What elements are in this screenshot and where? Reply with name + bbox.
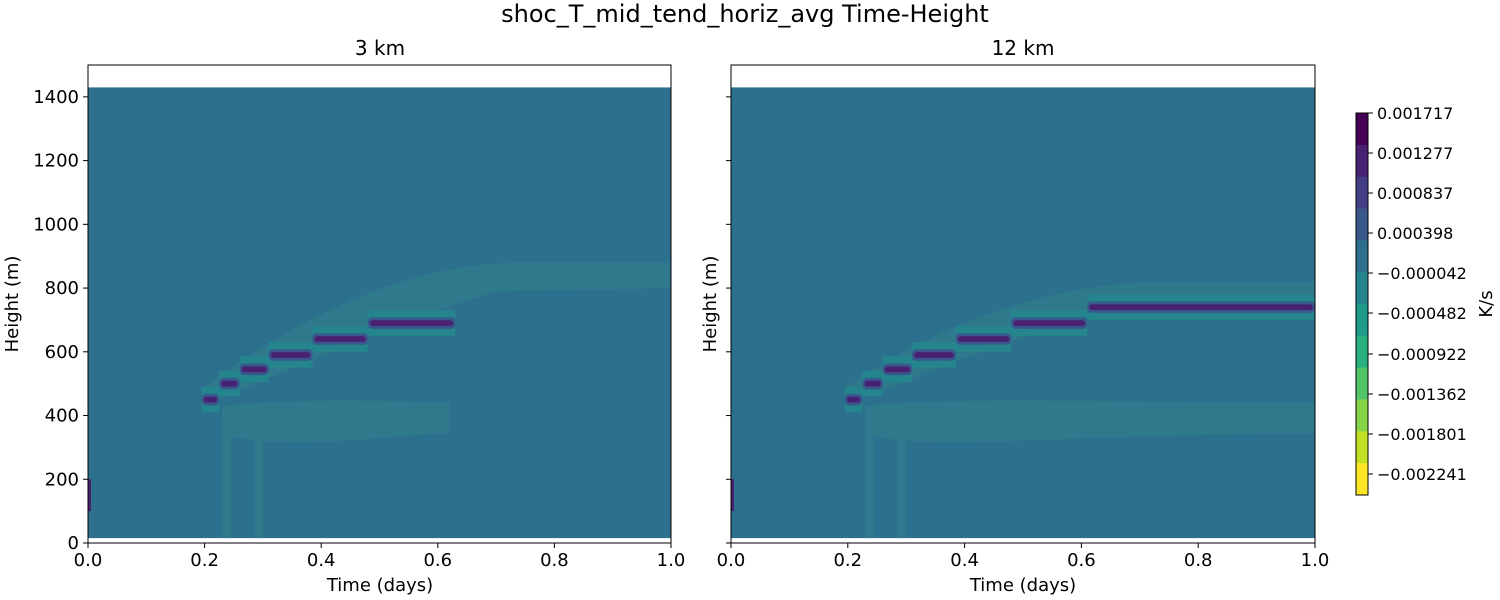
staircase-step	[914, 352, 954, 358]
panel-12km: 12 km 0.0 0.2 0.4 0.6 0.8 1.0 Time (days) Hei…	[700, 36, 1329, 596]
lower-band	[222, 400, 450, 443]
streak	[865, 415, 875, 539]
y-tick-label: 600	[45, 342, 79, 363]
x-tick-label: 0.0	[717, 550, 746, 571]
y-tick-label: 800	[45, 278, 79, 299]
x-axis-label: Time (days)	[326, 575, 433, 596]
y-tick-label: 200	[45, 469, 79, 490]
x-tick-label: 0.2	[833, 550, 862, 571]
y-tick-label: 1200	[33, 151, 79, 172]
colorbar-swatch	[1356, 431, 1368, 464]
axes-frame	[87, 64, 672, 544]
x-tick-label: 0.8	[1184, 550, 1213, 571]
x-ticks: 0.0 0.2 0.4 0.6 0.8 1.0	[74, 543, 686, 571]
colorbar-tick-label: −0.000482	[1377, 304, 1467, 323]
colorbar-swatch	[1356, 113, 1368, 146]
axes-frame	[730, 64, 1316, 544]
colorbar-ticks: 0.001717 0.001277 0.000837 0.000398 −0.00004…	[1368, 104, 1467, 484]
colorbar-swatch	[1356, 399, 1368, 432]
x-ticks: 0.0 0.2 0.4 0.6 0.8 1.0	[717, 543, 1330, 571]
colorbar-tick-label: −0.000042	[1377, 264, 1467, 283]
colorbar-tick-label: −0.001362	[1377, 385, 1467, 404]
x-axis-label: Time (days)	[969, 575, 1076, 596]
colorbar-tick-label: −0.002241	[1377, 465, 1467, 484]
y-ticks	[726, 96, 731, 544]
staircase-step	[1013, 320, 1086, 326]
y-tick-label: 1000	[33, 214, 79, 235]
colorbar-tick-label: −0.001801	[1377, 425, 1467, 444]
panel-title: 12 km	[992, 36, 1055, 60]
staircase-step	[221, 380, 238, 387]
plot-area	[731, 87, 1315, 539]
staircase-step	[884, 366, 911, 373]
plot-area	[88, 87, 671, 539]
colorbar-frame	[1355, 112, 1369, 496]
upper-envelope	[204, 262, 671, 403]
x-tick-label: 1.0	[1301, 550, 1330, 571]
staircase-step	[846, 396, 861, 403]
staircase-step	[314, 336, 366, 342]
colorbar-tick-label: 0.000837	[1377, 184, 1453, 203]
colorbar-swatch	[1356, 463, 1368, 496]
colorbar-swatch	[1356, 176, 1368, 209]
colorbar-tick-label: 0.001717	[1377, 104, 1453, 123]
colorbar-swatch	[1356, 304, 1368, 337]
colorbar-swatch	[1356, 144, 1368, 178]
colorbar-swatch	[1356, 335, 1368, 369]
y-tick-label: 0	[68, 533, 79, 554]
x-tick-label: 0.6	[423, 550, 452, 571]
staircase-step	[369, 320, 454, 326]
y-axis-label: Height (m)	[700, 256, 721, 353]
streak	[222, 415, 231, 539]
colorbar-label: K/s	[1476, 290, 1497, 317]
y-tick-label: 400	[45, 406, 79, 427]
x-tick-label: 0.2	[190, 550, 219, 571]
staircase-step	[241, 366, 267, 373]
panel-title: 3 km	[355, 36, 405, 60]
y-axis-label: Height (m)	[2, 256, 23, 353]
colorbar-tick-label: 0.000398	[1377, 224, 1453, 243]
lower-band	[865, 400, 1315, 443]
x-tick-label: 0.6	[1067, 550, 1096, 571]
staircase-step	[203, 396, 218, 403]
x-tick-label: 0.4	[307, 550, 336, 571]
edge-mark	[88, 479, 91, 512]
x-tick-label: 0.0	[74, 550, 103, 571]
colorbar-tick-label: −0.000922	[1377, 345, 1467, 364]
staircase-step	[957, 336, 1010, 342]
x-tick-label: 1.0	[657, 550, 686, 571]
streak	[897, 415, 907, 539]
colorbar: 0.001717 0.001277 0.000837 0.000398 −0.00004…	[1355, 104, 1497, 496]
staircase-step	[270, 352, 311, 358]
colorbar-swatches	[1356, 113, 1368, 496]
colorbar-swatch	[1356, 272, 1368, 305]
x-tick-label: 0.4	[950, 550, 979, 571]
colorbar-tick-label: 0.001277	[1377, 144, 1453, 163]
edge-mark	[731, 479, 734, 512]
y-ticks: 0 200 400 600 800 1000 1200 1400	[33, 87, 88, 554]
panel-3km: 3 km 0.0 0.2 0.4 0.6 0.8 1.0 0 200 400 600 800 100…	[2, 36, 685, 596]
staircase-step	[1089, 304, 1313, 311]
y-tick-label: 1400	[33, 87, 79, 108]
colorbar-swatch	[1356, 367, 1368, 400]
staircase-step	[864, 380, 881, 387]
streak	[254, 415, 263, 539]
x-tick-label: 0.8	[540, 550, 569, 571]
figure-title: shoc_T_mid_tend_horiz_avg Time-Height	[501, 0, 989, 28]
colorbar-swatch	[1356, 240, 1368, 273]
colorbar-swatch	[1356, 208, 1368, 241]
